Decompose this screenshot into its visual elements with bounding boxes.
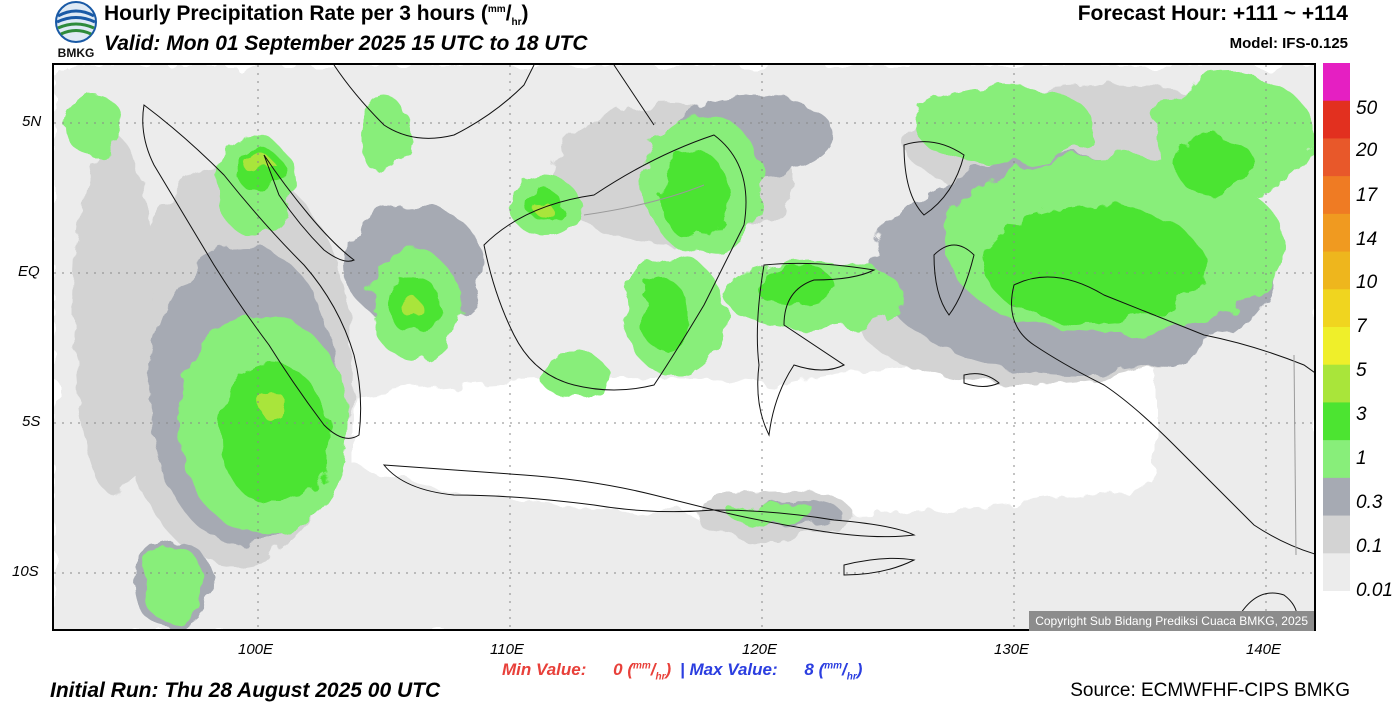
colorbar-swatch xyxy=(1323,138,1350,177)
max-value: 8 xyxy=(804,660,814,679)
colorbar-label-14: 14 xyxy=(1356,229,1378,250)
colorbar-label-50: 50 xyxy=(1356,98,1378,119)
graticule xyxy=(54,65,1314,629)
bmkg-emblem-icon: BMKG xyxy=(55,1,97,60)
lon-label-110e: 110E xyxy=(490,641,524,658)
max-label: Max Value: xyxy=(689,660,778,679)
lat-label-5n: 5N xyxy=(22,113,42,130)
colorbar-swatch xyxy=(1323,289,1350,328)
copyright-notice: Copyright Sub Bidang Prediksi Cuaca BMKG… xyxy=(1029,611,1314,631)
min-label: Min Value: xyxy=(502,660,587,679)
min-value: 0 xyxy=(613,660,623,679)
colorbar-label-7: 7 xyxy=(1356,316,1367,337)
title-unit-slash: / xyxy=(505,2,512,25)
colorbar-swatch xyxy=(1323,327,1350,366)
colorbar-swatch xyxy=(1323,515,1350,554)
model-name: Model: IFS-0.125 xyxy=(1229,35,1348,52)
lat-label-5s: 5S xyxy=(22,413,41,430)
title-main: Hourly Precipitation Rate per 3 hours ( xyxy=(104,2,488,25)
lat-label-10s: 10S xyxy=(12,563,39,580)
colorbar-label-17: 17 xyxy=(1356,185,1378,206)
colorbar-label-0-3: 0.3 xyxy=(1356,492,1383,513)
chart-title: Hourly Precipitation Rate per 3 hours (m… xyxy=(104,2,529,28)
colorbar-label-5: 5 xyxy=(1356,360,1367,381)
max-unit-hr: hr xyxy=(846,671,857,683)
lon-label-120e: 120E xyxy=(742,641,778,658)
colorbar-swatch xyxy=(1323,440,1350,479)
initial-run: Initial Run: Thu 28 August 2025 00 UTC xyxy=(50,679,441,702)
min-unit-hr: hr xyxy=(655,671,666,683)
title-unit-hr: hr xyxy=(511,17,522,29)
colorbar-swatch xyxy=(1323,63,1350,102)
precipitation-map xyxy=(52,63,1316,631)
precip-field-yellow-green xyxy=(243,157,552,419)
valid-time: Valid: Mon 01 September 2025 15 UTC to 1… xyxy=(104,32,588,55)
lon-label-130e: 130E xyxy=(994,641,1030,658)
colorbar xyxy=(1323,63,1350,592)
colorbar-label-0-1: 0.1 xyxy=(1356,536,1383,557)
colorbar-label-3: 3 xyxy=(1356,404,1367,425)
colorbar-label-1: 1 xyxy=(1356,448,1367,469)
lat-label-eq: EQ xyxy=(18,263,40,280)
colorbar-label-10: 10 xyxy=(1356,272,1378,293)
min-max-values: Min Value: 0 (mm/hr) | Max Value: 8 (mm/… xyxy=(502,660,862,682)
title-unit-mm: mm xyxy=(487,4,506,15)
colorbar-swatch xyxy=(1323,402,1350,441)
colorbar-swatch xyxy=(1323,251,1350,290)
coastlines xyxy=(142,65,1314,629)
bmkg-logo: BMKG xyxy=(52,0,100,60)
colorbar-label-20: 20 xyxy=(1356,140,1378,161)
colorbar-swatch xyxy=(1323,213,1350,253)
lon-label-100e: 100E xyxy=(238,641,274,658)
country-borders xyxy=(583,184,1297,556)
map-canvas xyxy=(54,65,1314,629)
separator: | xyxy=(679,660,685,679)
data-source: Source: ECMWFHF-CIPS BMKG xyxy=(1070,680,1350,701)
precip-field-green xyxy=(219,135,1254,505)
colorbar-swatch xyxy=(1323,477,1350,517)
min-unit-mm: mm xyxy=(633,660,651,672)
colorbar-swatch xyxy=(1323,176,1350,215)
colorbar-swatch xyxy=(1323,364,1350,403)
colorbar-swatch xyxy=(1323,553,1350,592)
colorbar-label-0-01: 0.01 xyxy=(1356,580,1393,601)
colorbar-swatches xyxy=(1323,63,1350,592)
title-close: ) xyxy=(521,2,529,25)
min-unit: (mm/hr) xyxy=(627,660,672,683)
max-unit-mm: mm xyxy=(824,660,843,672)
forecast-hour: Forecast Hour: +111 ~ +114 xyxy=(1077,2,1348,25)
max-unit: (mm/hr) xyxy=(818,660,863,683)
logo-text: BMKG xyxy=(58,46,95,60)
lon-label-140e: 140E xyxy=(1246,641,1282,658)
colorbar-swatch xyxy=(1323,100,1350,139)
